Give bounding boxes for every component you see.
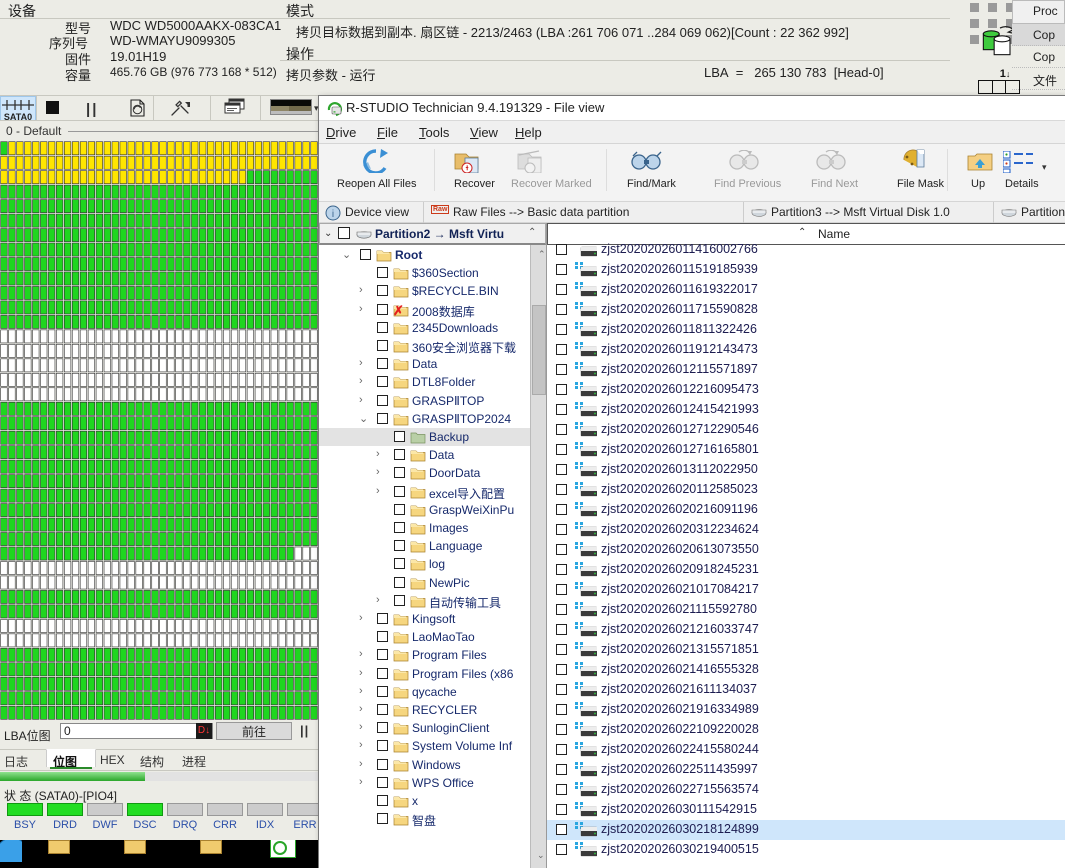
svg-text:i: i (332, 209, 334, 220)
